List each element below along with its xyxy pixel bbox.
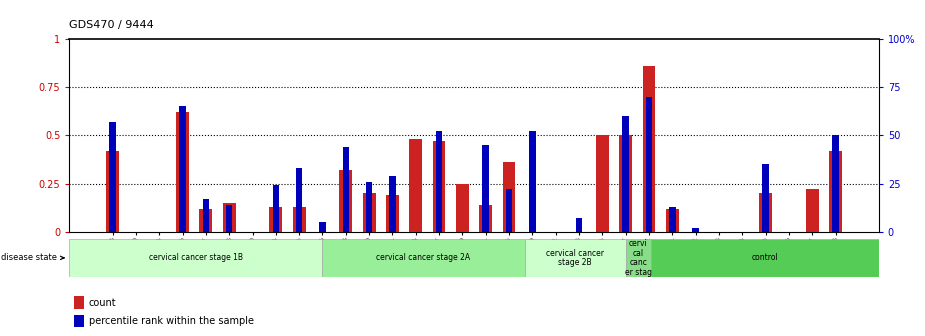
Bar xyxy=(456,183,469,232)
Bar xyxy=(502,162,515,232)
Text: cervi
cal
canc
er stag: cervi cal canc er stag xyxy=(625,239,652,277)
Bar xyxy=(506,190,512,232)
Bar xyxy=(479,205,492,232)
Bar xyxy=(433,141,446,232)
Bar xyxy=(626,239,651,277)
Bar xyxy=(69,239,322,277)
Text: percentile rank within the sample: percentile rank within the sample xyxy=(89,316,253,326)
Bar xyxy=(366,181,373,232)
Bar xyxy=(386,195,399,232)
Bar xyxy=(575,218,582,232)
Bar xyxy=(74,296,84,308)
Bar xyxy=(109,122,116,232)
Bar xyxy=(179,106,186,232)
Text: count: count xyxy=(89,297,117,307)
Bar xyxy=(669,207,675,232)
Bar xyxy=(524,239,626,277)
Bar xyxy=(363,193,376,232)
Bar xyxy=(342,147,349,232)
Text: disease state: disease state xyxy=(2,253,64,262)
Bar xyxy=(806,190,819,232)
Bar xyxy=(692,228,699,232)
Bar xyxy=(322,239,524,277)
Bar xyxy=(176,112,189,232)
Bar xyxy=(436,131,442,232)
Text: cervical cancer stage 1B: cervical cancer stage 1B xyxy=(149,253,243,262)
Text: control: control xyxy=(751,253,778,262)
Bar xyxy=(200,209,212,232)
Text: cervical cancer stage 2A: cervical cancer stage 2A xyxy=(376,253,471,262)
Bar xyxy=(596,135,609,232)
Bar xyxy=(223,203,236,232)
Bar xyxy=(292,207,305,232)
Bar xyxy=(623,116,629,232)
Bar xyxy=(759,193,772,232)
Bar xyxy=(74,315,84,327)
Bar xyxy=(832,135,839,232)
Bar xyxy=(389,176,396,232)
Text: GDS470 / 9444: GDS470 / 9444 xyxy=(69,20,154,30)
Bar xyxy=(529,131,536,232)
Bar xyxy=(483,145,489,232)
Bar xyxy=(829,151,842,232)
Bar xyxy=(226,205,232,232)
Bar xyxy=(106,151,119,232)
Bar xyxy=(410,139,422,232)
Bar xyxy=(203,199,209,232)
Bar xyxy=(619,135,632,232)
Bar xyxy=(319,222,326,232)
Bar xyxy=(643,66,656,232)
Bar xyxy=(339,170,352,232)
Text: cervical cancer
stage 2B: cervical cancer stage 2B xyxy=(547,249,604,267)
Bar xyxy=(762,164,769,232)
Bar xyxy=(296,168,302,232)
Bar xyxy=(646,97,652,232)
Bar xyxy=(273,185,279,232)
Bar xyxy=(666,209,679,232)
Bar xyxy=(269,207,282,232)
Bar xyxy=(651,239,879,277)
